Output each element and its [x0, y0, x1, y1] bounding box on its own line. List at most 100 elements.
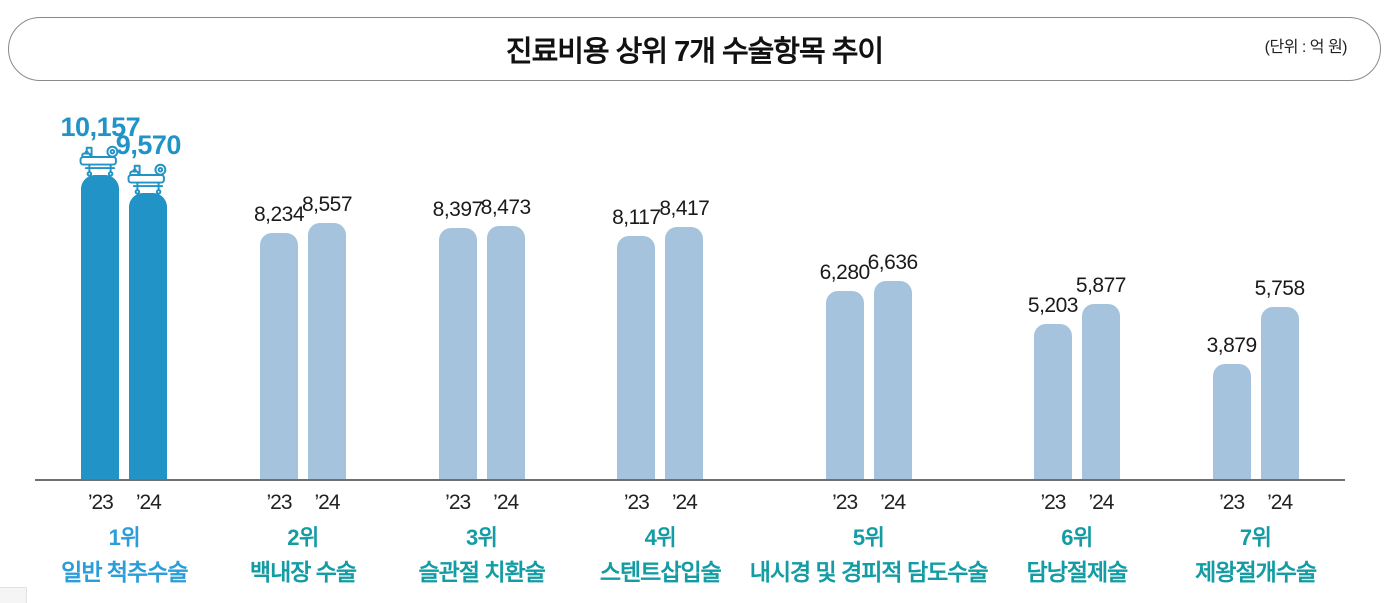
year-labels: ’23 ’24	[439, 491, 525, 515]
bar	[825, 291, 864, 480]
surgery-name-label: 내시경 및 경피적 담도수술	[749, 559, 989, 585]
unit-label: (단위 : 억 원)	[1264, 39, 1348, 56]
year-label: ’23	[832, 491, 858, 514]
rank-label: 3위	[465, 525, 498, 550]
bar-column: 9,570	[116, 130, 181, 480]
value-label: 5,758	[1254, 277, 1306, 300]
bar-chart: 10,157 9,570’23’24 1위 일반 척추수술 8,234 8,557’23’…	[35, 100, 1345, 590]
year-labels: ’23 ’24	[826, 491, 912, 515]
bar-groups-container: 10,157 9,570’23’24 1위 일반 척추수술 8,234 8,557’23’…	[35, 100, 1345, 590]
bar-pair: 10,157 9,570	[61, 100, 181, 480]
bar	[438, 228, 477, 480]
year-labels: ’23 ’24	[81, 491, 167, 515]
rank-label: 5위	[852, 525, 885, 550]
surgery-name-label: 스텐트삽입술	[599, 559, 722, 585]
year-labels: ’23 ’24	[1213, 491, 1299, 515]
bar-pair: 8,397 8,473	[433, 100, 531, 480]
value-label: 5,877	[1075, 274, 1127, 297]
surgery-name-label: 담낭절제술	[1026, 559, 1129, 585]
year-label: ’24	[671, 491, 698, 514]
year-labels: ’23 ’24	[1034, 491, 1120, 515]
bottom-left-fragment	[0, 587, 27, 603]
bar-column: 6,280	[820, 261, 870, 480]
year-label: ’24	[314, 491, 340, 514]
value-label: 3,879	[1206, 334, 1258, 357]
value-label: 8,397	[432, 198, 484, 221]
rank-label: 7위	[1239, 525, 1272, 550]
title-banner: 진료비용 상위 7개 수술항목 추이	[8, 17, 1381, 81]
bar-column: 8,417	[659, 197, 710, 480]
bar-pair: 8,234 8,557	[254, 100, 353, 480]
bar	[617, 236, 656, 480]
year-label: ’23	[1219, 491, 1245, 514]
bar	[873, 281, 912, 480]
bar-column: 8,234	[254, 203, 305, 480]
year-label: ’24	[493, 491, 519, 514]
x-axis-line	[35, 479, 1345, 481]
bar-column: 8,557	[302, 193, 353, 480]
rank-label: 4위	[644, 525, 677, 550]
surgery-name-label: 제왕절개수술	[1195, 559, 1317, 585]
value-label: 6,280	[819, 261, 871, 284]
operating-table-icon	[79, 145, 119, 177]
bar	[1033, 324, 1072, 480]
bar	[260, 233, 298, 480]
value-label: 10,157	[60, 112, 141, 142]
value-label: 8,473	[480, 196, 532, 219]
value-label: 8,117	[612, 206, 661, 229]
bar-pair: 6,280 6,636	[820, 100, 918, 480]
year-label: ’24	[1088, 491, 1114, 514]
year-label: ’23	[87, 491, 114, 514]
value-label: 9,570	[115, 130, 182, 160]
bar	[81, 175, 120, 480]
bar-column: 5,203	[1028, 294, 1078, 480]
bar	[1260, 307, 1299, 480]
bar	[1212, 364, 1251, 480]
surgery-name-label: 백내장 수술	[249, 559, 357, 585]
surgery-name-label: 일반 척추수술	[61, 559, 188, 585]
bar-column: 5,877	[1076, 274, 1126, 480]
value-label: 8,557	[301, 193, 353, 216]
bar-column: 3,879	[1207, 334, 1257, 480]
bar	[129, 193, 168, 480]
bar	[665, 227, 704, 480]
bar-column: 8,397	[433, 198, 483, 480]
year-labels: ’23 ’24	[260, 491, 346, 515]
year-label: ’23	[445, 491, 471, 514]
value-label: 5,203	[1027, 294, 1079, 317]
bar-column: 5,758	[1255, 277, 1305, 480]
bar	[308, 223, 346, 480]
page-title: 진료비용 상위 7개 수술항목 추이	[505, 36, 884, 68]
rank-label: 2위	[287, 525, 319, 550]
value-label: 8,417	[659, 197, 710, 220]
bar-column: 10,157	[61, 112, 141, 480]
rank-label: 1위	[108, 525, 141, 550]
year-label: ’23	[623, 491, 650, 514]
bar	[1081, 304, 1120, 480]
bar-pair: 5,203 5,877	[1028, 100, 1126, 480]
bar	[486, 226, 525, 480]
operating-table-icon	[127, 163, 167, 195]
bar-pair: 8,117 8,417	[612, 100, 710, 480]
year-label: ’24	[1267, 491, 1293, 514]
bar-column: 8,117	[612, 206, 661, 480]
bar-column: 6,636	[868, 251, 918, 480]
bar-column: 8,473	[481, 196, 531, 480]
year-labels: ’23 ’24	[617, 491, 703, 515]
value-label: 6,636	[867, 251, 919, 274]
year-label: ’23	[1040, 491, 1066, 514]
surgery-name-label: 슬관절 치환술	[418, 559, 546, 585]
value-label: 8,234	[253, 203, 305, 226]
bar-pair: 3,879 5,758	[1207, 100, 1305, 480]
year-label: ’24	[880, 491, 906, 514]
rank-label: 6위	[1061, 525, 1093, 550]
year-label: ’23	[266, 491, 292, 514]
year-label: ’24	[135, 491, 162, 514]
